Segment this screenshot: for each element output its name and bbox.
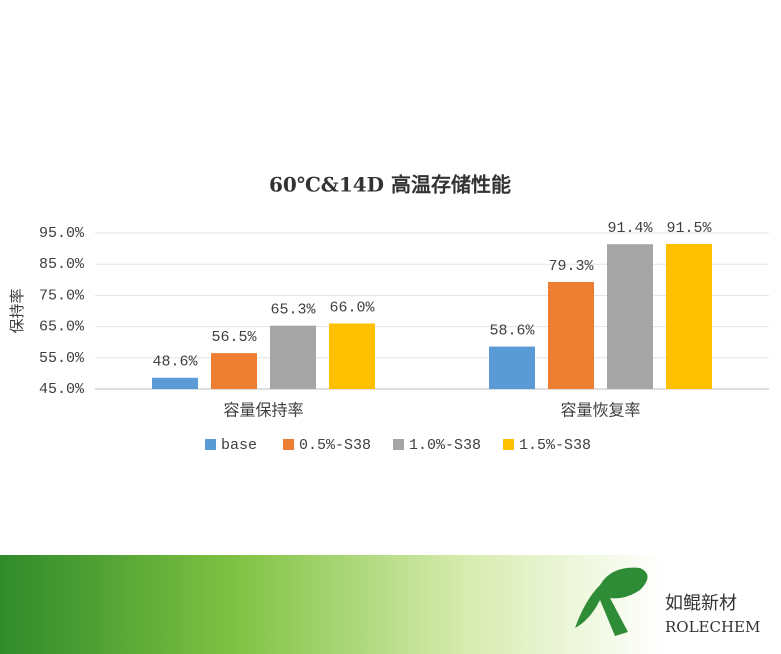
y-tick-label: 65.0% (39, 319, 85, 336)
logo-name: 如鲲新材 (665, 593, 737, 614)
bar (211, 353, 257, 389)
value-label: 58.6% (489, 323, 535, 340)
legend-swatch (283, 439, 294, 450)
value-label: 65.3% (270, 302, 316, 319)
bar (152, 377, 198, 389)
value-label: 66.0% (329, 299, 375, 316)
logo-brand: ROLECHEM (665, 618, 760, 636)
chart-title: 60℃&14D 高温存储性能 (269, 173, 511, 197)
x-tick-label: 容量保持率 (223, 401, 303, 420)
value-label: 91.5% (666, 220, 712, 237)
bar (329, 323, 375, 389)
legend-swatch (503, 439, 514, 450)
bar (270, 325, 316, 389)
y-tick-label: 55.0% (39, 350, 85, 367)
bar (666, 243, 712, 389)
legend-swatch (205, 439, 216, 450)
y-tick-label: 95.0% (39, 225, 85, 242)
bar (489, 346, 535, 389)
bar (607, 244, 653, 389)
legend-label: 1.0%-S38 (409, 437, 481, 454)
legend-swatch (393, 439, 404, 450)
value-label: 56.5% (211, 329, 257, 346)
x-tick-label: 容量恢复率 (560, 401, 640, 420)
value-label: 48.6% (152, 354, 198, 371)
legend-label: 0.5%-S38 (299, 437, 371, 454)
footer-band (0, 555, 781, 654)
legend-label: base (221, 437, 257, 454)
y-tick-label: 85.0% (39, 256, 85, 273)
y-tick-label: 45.0% (39, 381, 85, 398)
bar (548, 281, 594, 389)
value-label: 91.4% (607, 220, 653, 237)
y-axis-label: 保持率 (8, 288, 26, 333)
logo-icon (575, 567, 648, 636)
y-tick-label: 75.0% (39, 287, 85, 304)
value-label: 79.3% (548, 258, 594, 275)
legend-label: 1.5%-S38 (519, 437, 591, 454)
